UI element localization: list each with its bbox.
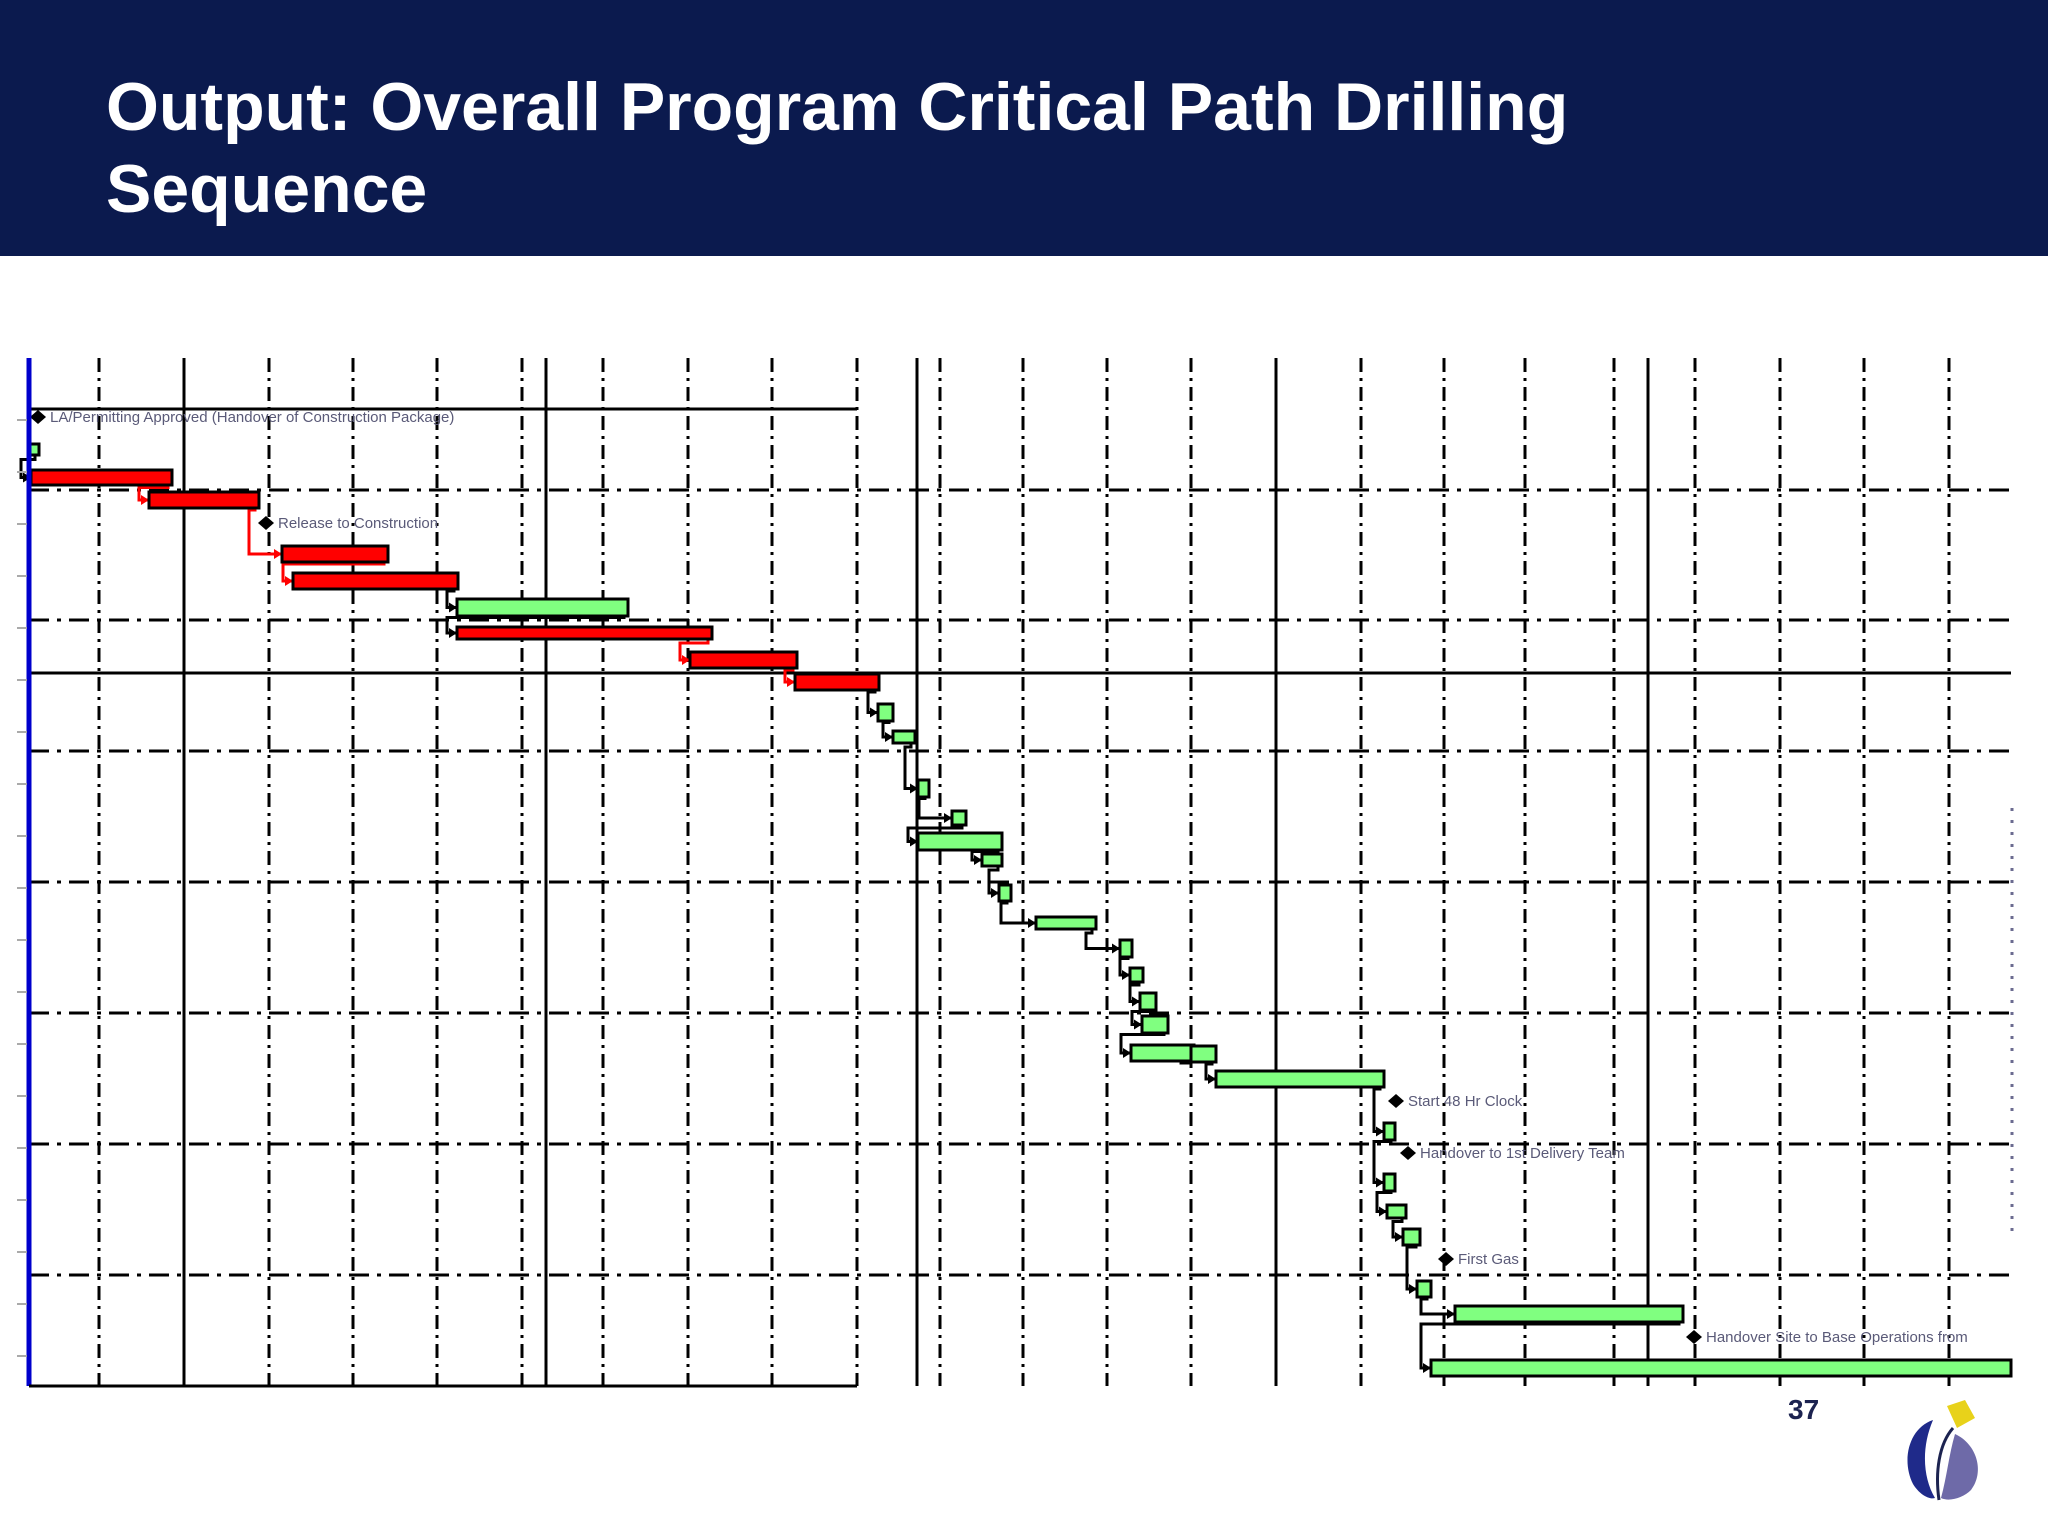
page-number: 37 xyxy=(1788,1394,1820,1425)
critical-task-bar xyxy=(455,625,714,641)
task-bar xyxy=(891,729,917,745)
critical-task-bar xyxy=(688,650,799,670)
dependency-link xyxy=(903,743,918,790)
arrow-head-icon xyxy=(1379,1206,1387,1217)
dependency-link xyxy=(917,797,952,820)
task-bar xyxy=(1138,991,1158,1012)
arrow-head-icon xyxy=(1112,943,1120,954)
task-bar xyxy=(1415,1279,1433,1299)
slide-title: Output: Overall Program Critical Path Dr… xyxy=(106,69,1569,227)
task-bar xyxy=(876,702,895,723)
milestone-labels: LA/Permitting Approved (Handover of Cons… xyxy=(30,409,1968,1346)
arrow-head-icon xyxy=(1208,1074,1216,1084)
arrow-head-icon xyxy=(1123,1048,1131,1058)
milestone-diamond-icon xyxy=(1388,1094,1404,1108)
task-bar xyxy=(916,831,1004,852)
critical-task-bar xyxy=(29,468,174,487)
task-bar xyxy=(1034,915,1098,931)
task-bar xyxy=(997,883,1013,903)
arrow-head-icon xyxy=(285,576,293,586)
arrow-head-icon xyxy=(141,495,149,505)
arrow-head-icon xyxy=(991,888,999,898)
arrow-head-icon xyxy=(1376,1177,1384,1188)
task-bar xyxy=(1453,1304,1685,1324)
critical-task-bar xyxy=(793,672,881,692)
arrow-head-icon xyxy=(449,628,457,638)
arrow-head-icon xyxy=(274,549,282,559)
task-bar xyxy=(455,597,630,618)
task-bar xyxy=(1382,1121,1397,1142)
arrow-head-icon xyxy=(787,677,795,687)
task-bars xyxy=(27,442,2013,1378)
arrow-head-icon xyxy=(1376,1126,1384,1137)
arrow-head-icon xyxy=(1423,1363,1431,1373)
task-bar xyxy=(1118,938,1134,959)
milestone-label: Start 48 Hr Clock xyxy=(1408,1093,1523,1110)
milestone-diamond-icon xyxy=(30,410,46,424)
dependency-link xyxy=(999,901,1036,925)
arrow-head-icon xyxy=(682,655,690,665)
critical-task-bar xyxy=(280,544,390,564)
task-bar xyxy=(980,852,1004,868)
arrow-head-icon xyxy=(885,732,893,742)
arrow-head-icon xyxy=(944,813,952,823)
milestone-diamond-icon xyxy=(1400,1146,1416,1160)
milestone-diamond-icon xyxy=(1438,1252,1454,1266)
milestone-diamond-icon xyxy=(258,516,274,530)
task-bar xyxy=(1128,966,1145,984)
arrow-head-icon xyxy=(1395,1232,1403,1242)
task-bar xyxy=(1382,1172,1397,1193)
milestone-diamond-icon xyxy=(1686,1330,1702,1344)
milestone-label: First Gas xyxy=(1458,1251,1519,1268)
critical-task-bar xyxy=(291,571,460,591)
task-bar xyxy=(916,778,931,799)
task-bar xyxy=(1129,1043,1196,1063)
arrow-head-icon xyxy=(449,602,457,613)
dependency-link xyxy=(1084,929,1120,950)
arrow-head-icon xyxy=(1028,918,1036,928)
task-bar xyxy=(1385,1203,1408,1220)
task-bar xyxy=(1189,1044,1218,1064)
arrow-head-icon xyxy=(974,855,982,865)
task-bar xyxy=(950,809,968,827)
y-axis xyxy=(17,358,857,1388)
slide-header: Output: Overall Program Critical Path Dr… xyxy=(0,0,2048,256)
milestone-label: LA/Permitting Approved (Handover of Cons… xyxy=(50,409,454,426)
arrow-head-icon xyxy=(910,836,918,847)
arrow-head-icon xyxy=(910,783,918,794)
milestone-label: Handover Site to Base Operations from xyxy=(1706,1329,1968,1346)
arrow-head-icon xyxy=(1132,996,1140,1007)
arrow-head-icon xyxy=(1409,1284,1417,1294)
task-bar xyxy=(1429,1358,2013,1378)
chart-grid xyxy=(29,358,2011,1386)
arrow-head-icon xyxy=(1447,1309,1455,1319)
company-leaf-logo-icon xyxy=(1903,1400,1983,1502)
arrow-head-icon xyxy=(1122,970,1130,980)
milestone-label: Release to Construction xyxy=(278,515,438,532)
task-bar xyxy=(1214,1069,1386,1089)
task-bar xyxy=(1140,1014,1170,1035)
arrow-head-icon xyxy=(870,707,878,718)
task-bar xyxy=(1401,1227,1422,1247)
arrow-head-icon xyxy=(1134,1019,1142,1030)
critical-task-bar xyxy=(147,490,261,510)
milestone-label: Handover to 1st Delivery Team xyxy=(1420,1145,1625,1162)
